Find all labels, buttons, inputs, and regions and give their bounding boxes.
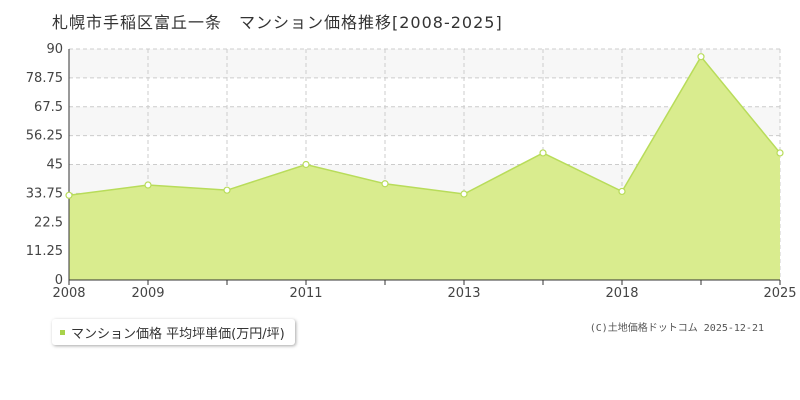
y-tick-label: 56.25 bbox=[26, 129, 63, 144]
y-tick-label: 78.75 bbox=[26, 71, 63, 86]
y-tick-label: 0 bbox=[55, 273, 63, 288]
series-line bbox=[68, 55, 781, 197]
legend-label: マンション価格 平均坪単価(万円/坪) bbox=[71, 326, 285, 342]
data-point bbox=[697, 53, 705, 61]
data-point bbox=[381, 180, 389, 188]
y-tick-label: 67.5 bbox=[34, 100, 63, 115]
legend-swatch bbox=[60, 329, 65, 335]
chart-title: 札幌市手稲区富丘一条 マンション価格推移[2008-2025] bbox=[52, 13, 503, 32]
y-tick-label: 11.25 bbox=[26, 244, 63, 259]
x-tick-label: 2013 bbox=[447, 286, 480, 301]
data-point bbox=[460, 190, 468, 198]
area-layer bbox=[68, 55, 781, 281]
y-tick-label: 33.75 bbox=[26, 186, 63, 201]
series-area bbox=[69, 56, 780, 281]
data-point bbox=[302, 160, 310, 169]
x-tick-label: 2018 bbox=[605, 286, 638, 301]
data-point bbox=[776, 149, 784, 157]
credit-text: (C)土地価格ドットコム 2025-12-21 bbox=[589, 323, 764, 334]
x-tick-labels: 2008 2009 2011 2013 2018 2025 bbox=[52, 286, 796, 301]
x-tick-label: 2025 bbox=[763, 286, 796, 301]
data-point bbox=[618, 187, 626, 196]
x-tick-label: 2011 bbox=[289, 286, 322, 301]
axes bbox=[68, 49, 781, 285]
data-point bbox=[223, 186, 231, 194]
y-tick-label: 45 bbox=[46, 158, 63, 173]
data-points bbox=[65, 53, 784, 199]
data-point bbox=[539, 149, 547, 157]
y-tick-labels: 0 11.25 22.5 33.75 45 56.25 67.5 78.75 90 bbox=[26, 42, 63, 288]
data-point bbox=[144, 181, 152, 189]
y-tick-label: 22.5 bbox=[34, 215, 63, 230]
x-tick-label: 2009 bbox=[131, 286, 164, 301]
data-point bbox=[65, 191, 73, 199]
background-band bbox=[69, 49, 780, 78]
x-tick-label: 2008 bbox=[52, 286, 85, 301]
y-tick-label: 90 bbox=[46, 42, 63, 57]
legend: マンション価格 平均坪単価(万円/坪) bbox=[52, 319, 295, 345]
